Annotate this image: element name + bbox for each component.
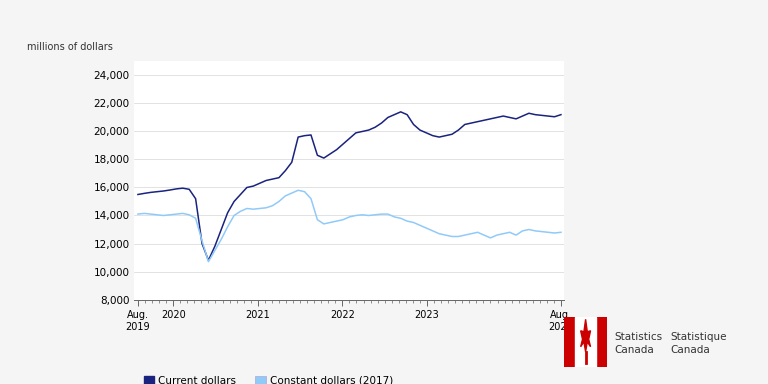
Polygon shape xyxy=(581,319,591,352)
Text: millions of dollars: millions of dollars xyxy=(27,42,113,52)
Legend: Current dollars, Constant dollars (2017): Current dollars, Constant dollars (2017) xyxy=(140,371,397,384)
Bar xyxy=(575,317,596,367)
Bar xyxy=(596,317,607,367)
Bar xyxy=(564,317,575,367)
Text: Statistics
Canada: Statistics Canada xyxy=(614,332,663,354)
Text: Statistique
Canada: Statistique Canada xyxy=(670,332,727,354)
